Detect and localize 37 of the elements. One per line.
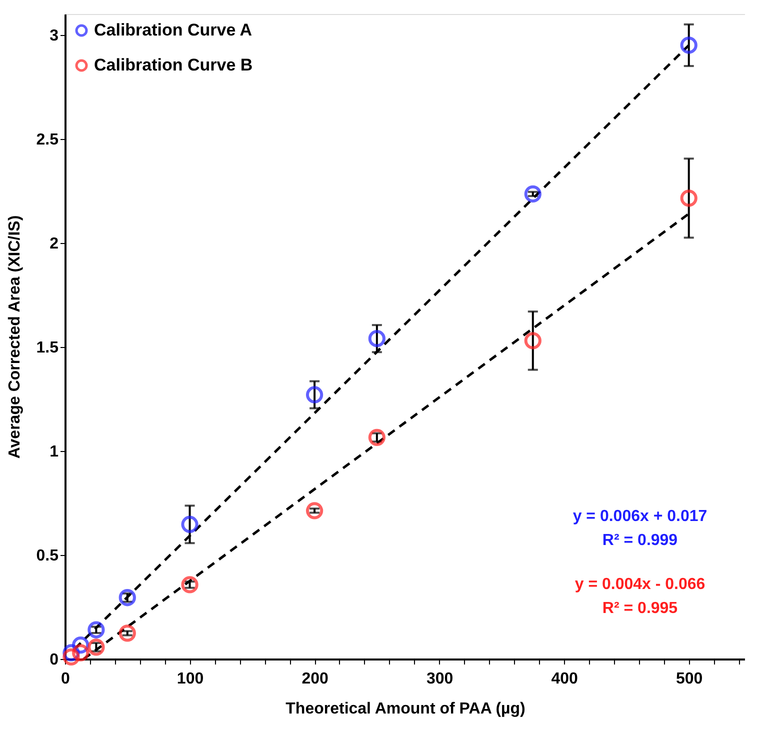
x-tick-label: 500	[676, 670, 703, 688]
point	[524, 332, 542, 350]
y-tick-label: 2	[50, 235, 59, 252]
annotation: y = 0.004x - 0.066	[574, 576, 706, 593]
annotation: R² = 0.995	[602, 600, 678, 617]
annotation: R² = 0.999	[602, 532, 678, 549]
y-tick-label: 1	[50, 443, 59, 460]
point	[118, 589, 136, 606]
point	[680, 36, 698, 54]
point	[181, 516, 198, 533]
x-tick-label: 0	[61, 670, 70, 688]
y-axis-title: Average Corrected Area (XIC/IS)	[6, 215, 24, 459]
x-tick-label: 200	[302, 670, 328, 688]
x-tick-label: 400	[551, 670, 578, 688]
point	[88, 638, 105, 656]
point	[524, 185, 542, 203]
x-tick-label: 100	[176, 670, 204, 688]
point	[306, 502, 324, 520]
point	[118, 624, 136, 642]
x-axis-title: Theoretical Amount of PAA (µg)	[286, 700, 526, 718]
point	[62, 648, 80, 666]
point	[181, 576, 198, 594]
point	[680, 190, 698, 207]
point	[88, 621, 105, 638]
y-tick-label: 2.5	[36, 131, 59, 148]
y-tick-label: 1.5	[36, 339, 59, 356]
y-tick-label: 3	[50, 27, 59, 44]
y-tick-label: 0.5	[36, 547, 59, 564]
x-tick-label: 300	[426, 670, 454, 688]
point	[72, 644, 90, 662]
legend-label: Calibration Curve B	[94, 56, 253, 74]
point	[368, 428, 386, 446]
legend-label: Calibration Curve A	[94, 20, 252, 40]
point	[368, 330, 386, 348]
y-tick-label: 0	[50, 652, 59, 668]
point	[306, 386, 324, 404]
annotation: y = 0.006x + 0.017	[572, 508, 708, 525]
